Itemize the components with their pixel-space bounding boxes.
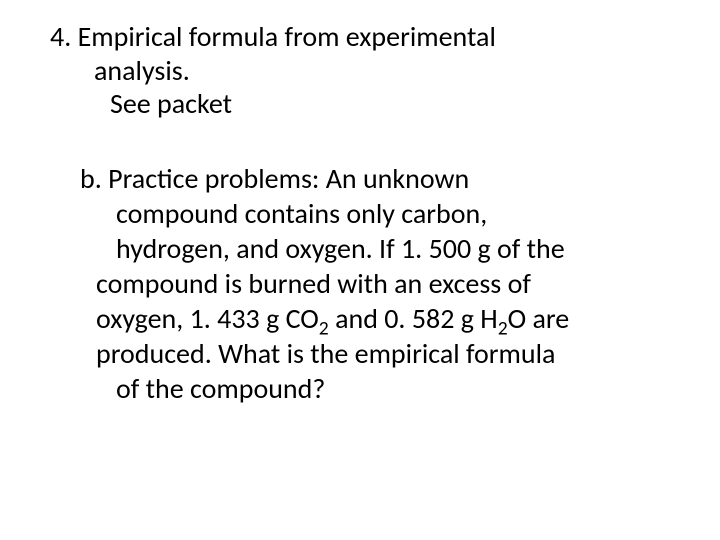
- item-b-line5: oxygen, 1. 433 g CO2 and 0. 582 g H2O ar…: [80, 301, 670, 336]
- item-b-l5-mid: and 0. 582 g H: [329, 301, 498, 336]
- item-b-l5-pre: oxygen, 1. 433 g CO: [96, 301, 319, 336]
- item-b-line7: of the compound?: [80, 371, 670, 406]
- item-b-line1: b. Practice problems: An unknown: [80, 161, 670, 196]
- item-b-line3: hydrogen, and oxygen. If 1. 500 g of the: [80, 231, 670, 266]
- item-4-line3: See packet: [50, 87, 670, 121]
- item-4-number: 4.: [50, 19, 71, 54]
- item-b-line2: compound contains only carbon,: [80, 196, 670, 231]
- slide-container: 4. Empirical formula from experimental a…: [0, 0, 720, 540]
- item-b-letter: b.: [80, 161, 102, 196]
- item-b-line6: produced. What is the empirical formula: [80, 336, 670, 371]
- list-item-b: b. Practice problems: An unknown compoun…: [50, 161, 670, 406]
- item-4-line1: Empirical formula from experimental: [78, 19, 496, 54]
- list-item-4: 4. Empirical formula from experimental a…: [50, 20, 670, 121]
- item-4-line2: analysis.: [50, 54, 670, 88]
- item-b-line1-text: Practice problems: An unknown: [108, 161, 469, 196]
- item-b-line4: compound is burned with an excess of: [80, 266, 670, 301]
- item-b-l5-post: O are: [508, 301, 570, 336]
